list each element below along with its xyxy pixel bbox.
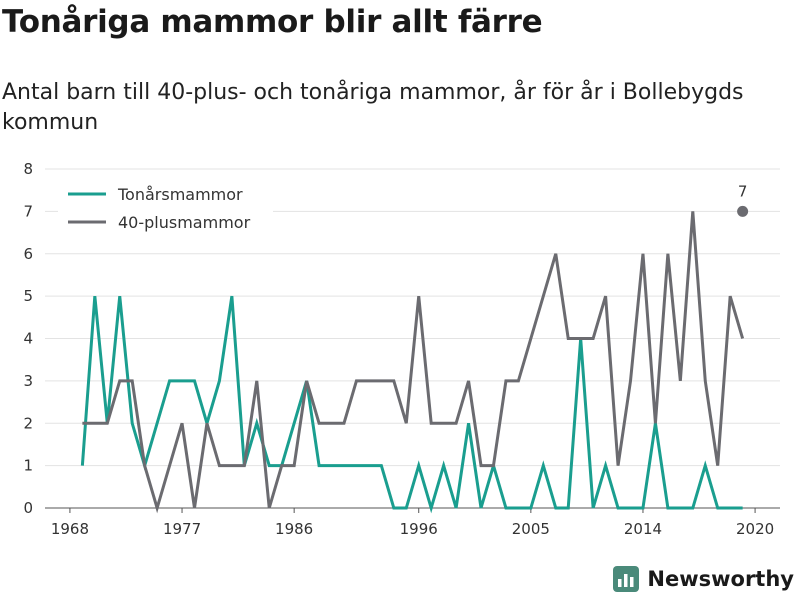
series-lines: [80, 211, 745, 514]
x-tick-label: 1996: [400, 520, 438, 538]
x-tick-label: 2020: [736, 520, 774, 538]
y-axis-ticks: 0 1 2 3 4 5 6 7 8: [23, 160, 33, 517]
y-tick-label: 5: [23, 287, 33, 305]
gridlines: [45, 168, 780, 509]
y-tick-label: 4: [23, 330, 33, 348]
line-chart: 0 1 2 3 4 5 6 7 8 1968 1977 1986 1996 2005 2014 2020 7…: [23, 160, 780, 538]
series-line: [82, 211, 745, 514]
y-tick-label: 0: [23, 499, 33, 517]
logo-text: Newsworthy: [647, 567, 794, 591]
series-line: [80, 295, 743, 514]
x-tick-label: 2005: [512, 520, 550, 538]
y-tick-label: 3: [23, 372, 33, 390]
newsworthy-logo: Newsworthy: [613, 566, 794, 592]
chart-title: Tonåriga mammor blir allt färre: [2, 4, 543, 40]
y-tick-label: 1: [23, 457, 33, 475]
legend-label: 40-plusmammor: [118, 213, 251, 232]
y-tick-label: 6: [23, 245, 33, 263]
bar-chart-logo-icon: [613, 566, 640, 592]
legend-label: Tonårsmammor: [117, 185, 243, 204]
end-point-marker: [737, 205, 749, 217]
x-tick-label: 1968: [51, 520, 89, 538]
legend-background: [58, 177, 273, 239]
y-tick-label: 2: [23, 414, 33, 432]
y-tick-label: 7: [23, 202, 33, 220]
x-tick-label: 1977: [163, 520, 201, 538]
data-label: 7: [738, 182, 748, 200]
legend: Tonårsmammor 40-plusmammor: [58, 177, 273, 239]
x-tick-label: 1986: [275, 520, 313, 538]
chart-subtitle: Antal barn till 40-plus- och tonåriga ma…: [2, 80, 744, 135]
y-tick-label: 8: [23, 160, 33, 178]
x-axis-ticks: 1968 1977 1986 1996 2005 2014 2020: [51, 508, 774, 538]
annotations: 7: [737, 182, 749, 217]
x-tick-label: 2014: [624, 520, 662, 538]
